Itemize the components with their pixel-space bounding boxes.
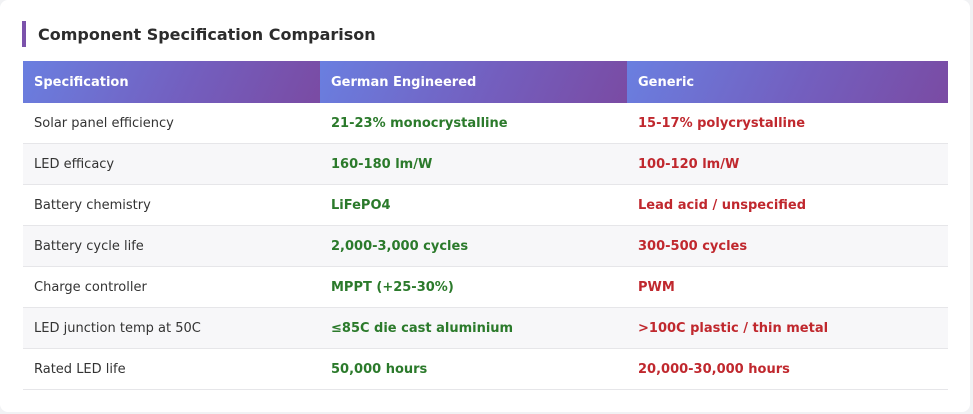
column-header-specification: Specification xyxy=(23,61,320,103)
spec-cell: Rated LED life xyxy=(23,348,320,390)
german-cell: MPPT (+25-30%) xyxy=(320,266,627,308)
german-cell: 21-23% monocrystalline xyxy=(320,103,627,144)
table-row: Battery chemistry LiFePO4 Lead acid / un… xyxy=(23,184,948,226)
section-title: Component Specification Comparison xyxy=(22,21,376,47)
table-row: Charge controller MPPT (+25-30%) PWM xyxy=(23,266,948,308)
table-row: Battery cycle life 2,000-3,000 cycles 30… xyxy=(23,225,948,267)
spec-cell: LED junction temp at 50C xyxy=(23,307,320,349)
table-header-row: Specification German Engineered Generic xyxy=(23,61,948,103)
spec-cell: Battery chemistry xyxy=(23,184,320,226)
generic-cell: Lead acid / unspecified xyxy=(627,184,948,226)
table-row: LED junction temp at 50C ≤85C die cast a… xyxy=(23,307,948,349)
generic-cell: 20,000-30,000 hours xyxy=(627,348,948,390)
generic-cell: PWM xyxy=(627,266,948,308)
column-header-german: German Engineered xyxy=(320,61,627,103)
german-cell: LiFePO4 xyxy=(320,184,627,226)
spec-cell: Battery cycle life xyxy=(23,225,320,267)
table-row: Rated LED life 50,000 hours 20,000-30,00… xyxy=(23,348,948,390)
german-cell: 2,000-3,000 cycles xyxy=(320,225,627,267)
spec-cell: LED efficacy xyxy=(23,143,320,185)
spec-comparison-table: Specification German Engineered Generic … xyxy=(23,61,948,390)
generic-cell: >100C plastic / thin metal xyxy=(627,307,948,349)
generic-cell: 100-120 lm/W xyxy=(627,143,948,185)
column-header-generic: Generic xyxy=(627,61,948,103)
spec-cell: Solar panel efficiency xyxy=(23,103,320,144)
table-row: LED efficacy 160-180 lm/W 100-120 lm/W xyxy=(23,143,948,185)
german-cell: ≤85C die cast aluminium xyxy=(320,307,627,349)
german-cell: 160-180 lm/W xyxy=(320,143,627,185)
generic-cell: 15-17% polycrystalline xyxy=(627,103,948,144)
table-row: Solar panel efficiency 21-23% monocrysta… xyxy=(23,103,948,144)
spec-cell: Charge controller xyxy=(23,266,320,308)
german-cell: 50,000 hours xyxy=(320,348,627,390)
generic-cell: 300-500 cycles xyxy=(627,225,948,267)
